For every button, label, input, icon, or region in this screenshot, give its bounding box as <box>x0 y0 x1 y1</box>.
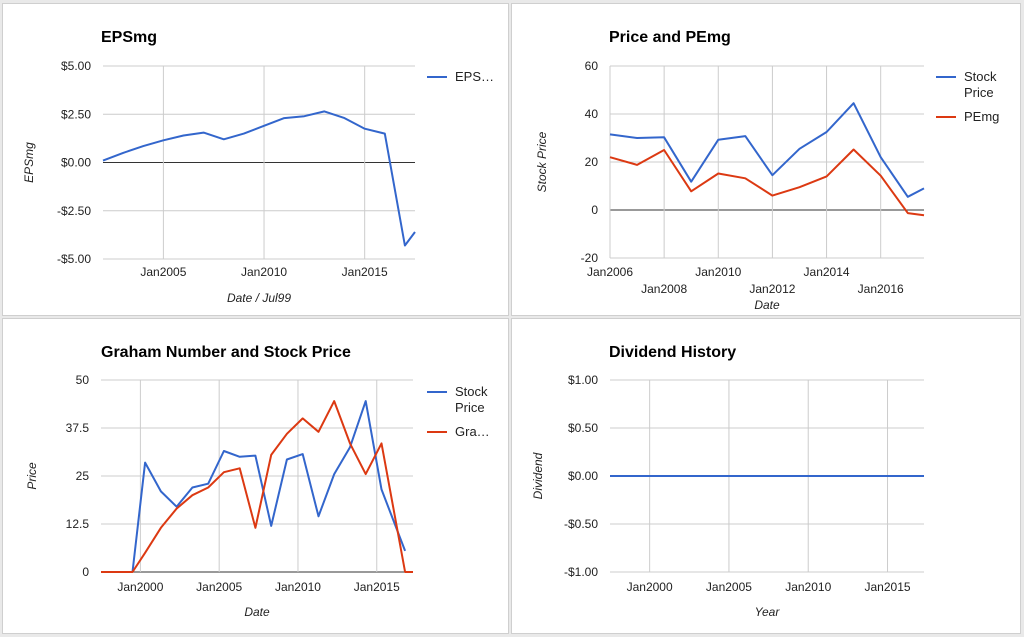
chart-panel-graham: Graham Number and Stock Price 50 37.5 25 12.… <box>2 318 509 634</box>
y-tick-label: 25 <box>76 469 90 483</box>
y-tick-label: -$0.50 <box>564 517 598 531</box>
y-tick-label: -$1.00 <box>564 565 598 579</box>
y-tick-label: $1.00 <box>568 373 598 387</box>
legend-label: Gra… <box>455 424 490 439</box>
x-tick-label: Jan2015 <box>354 580 400 594</box>
x-tick-label: Jan2016 <box>858 282 904 296</box>
chart-panel-dividend: Dividend History $1.00 $0.50 $0.00 -$0.50 -$1… <box>511 318 1021 634</box>
legend-label: PEmg <box>964 109 999 124</box>
y-tick-label: $5.00 <box>61 59 91 73</box>
y-tick-label: 20 <box>585 155 599 169</box>
x-tick-label: Jan2014 <box>804 265 850 279</box>
series-line-1 <box>609 148 925 217</box>
dividend-chart: Dividend History $1.00 $0.50 $0.00 -$0.50 -$1… <box>531 344 924 619</box>
chart-title: EPSmg <box>101 29 157 46</box>
y-tick-label: 0 <box>82 565 89 579</box>
legend-label: Stock Price <box>455 384 488 415</box>
chart-title: Price and PEmg <box>609 29 731 46</box>
x-tick-label: Jan2010 <box>785 580 831 594</box>
x-tick-label: Jan2008 <box>641 282 687 296</box>
y-axis-label: Stock Price <box>535 131 549 192</box>
x-tick-label: Jan2010 <box>695 265 741 279</box>
x-tick-label: Jan2006 <box>587 265 633 279</box>
chart-panel-price-pemg: Price and PEmg 60 40 20 0 -20 Jan2006 Jan2008 Ja… <box>511 3 1021 316</box>
chart-title: Graham Number and Stock Price <box>101 344 351 361</box>
x-tick-label: Jan2000 <box>627 580 673 594</box>
y-tick-label: 60 <box>585 59 599 73</box>
x-axis-label: Date <box>244 605 270 619</box>
y-axis-label: Dividend <box>531 452 545 499</box>
x-tick-label: Jan2010 <box>241 265 287 279</box>
y-tick-label: -20 <box>581 251 599 265</box>
legend-label: EPS… <box>455 69 494 84</box>
series-line-0 <box>102 110 416 247</box>
legend-label: Stock Price <box>964 69 997 100</box>
x-tick-label: Jan2005 <box>140 265 186 279</box>
x-tick-label: Jan2010 <box>275 580 321 594</box>
y-tick-label: -$5.00 <box>57 252 91 266</box>
y-tick-label: $0.50 <box>568 421 598 435</box>
epsmg-chart: EPSmg $5.00 $2.50 $0.00 -$2.50 -$5.00 Jan2005 J… <box>22 29 494 305</box>
x-axis-label: Date <box>754 298 780 312</box>
x-tick-label: Jan2015 <box>342 265 388 279</box>
y-axis-label: Price <box>25 462 39 490</box>
y-tick-label: 12.5 <box>66 517 90 531</box>
x-tick-label: Jan2005 <box>196 580 242 594</box>
y-tick-label: 0 <box>591 203 598 217</box>
y-tick-label: $2.50 <box>61 107 91 121</box>
graham-chart: Graham Number and Stock Price 50 37.5 25 12.… <box>25 344 490 619</box>
x-axis-label: Date / Jul99 <box>227 291 291 305</box>
x-axis-label: Year <box>755 605 781 619</box>
x-tick-label: Jan2005 <box>706 580 752 594</box>
series-line-0 <box>131 400 407 573</box>
y-axis-label: EPSmg <box>22 142 36 183</box>
series-line-0 <box>609 102 925 198</box>
chart-panel-epsmg: EPSmg $5.00 $2.50 $0.00 -$2.50 -$5.00 Jan2005 J… <box>2 3 509 316</box>
y-tick-label: 50 <box>76 373 90 387</box>
y-tick-label: 40 <box>585 107 599 121</box>
x-tick-label: Jan2015 <box>865 580 911 594</box>
y-tick-label: 37.5 <box>66 421 90 435</box>
x-tick-label: Jan2000 <box>117 580 163 594</box>
series-line-1 <box>101 400 413 573</box>
y-tick-label: -$2.50 <box>57 204 91 218</box>
y-tick-label: $0.00 <box>568 469 598 483</box>
y-tick-label: $0.00 <box>61 156 91 170</box>
chart-title: Dividend History <box>609 344 736 361</box>
x-tick-label: Jan2012 <box>749 282 795 296</box>
